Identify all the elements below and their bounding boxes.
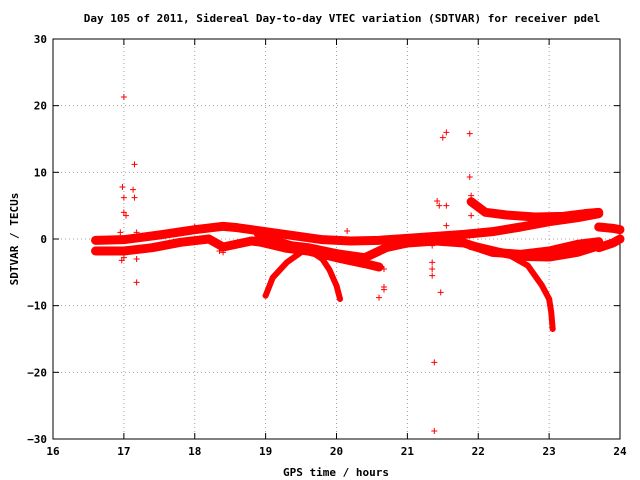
- data-point: [429, 272, 436, 279]
- data-point: [468, 212, 475, 219]
- data-point: [429, 259, 436, 266]
- data-point: [120, 94, 127, 100]
- data-point: [337, 296, 344, 302]
- y-tick-label: −30: [27, 433, 47, 446]
- data-point: [443, 202, 450, 209]
- data-arc: [262, 249, 305, 299]
- data-point: [439, 134, 446, 141]
- data-band: [466, 197, 604, 222]
- data-point: [429, 266, 436, 272]
- data-point: [443, 129, 450, 136]
- data-point: [120, 254, 127, 261]
- data-point: [119, 184, 126, 190]
- data-point: [466, 174, 473, 180]
- data-point: [216, 248, 223, 254]
- data-point: [118, 249, 125, 256]
- data-point: [133, 229, 140, 236]
- data-series: [91, 94, 625, 434]
- data-band: [594, 222, 625, 235]
- y-tick-label: −10: [27, 300, 47, 313]
- data-point: [437, 289, 444, 296]
- data-point: [117, 229, 124, 236]
- chart-title: Day 105 of 2011, Sidereal Day-to-day VTE…: [84, 12, 601, 25]
- data-point: [133, 256, 140, 262]
- data-point: [429, 242, 436, 249]
- data-point: [262, 292, 269, 299]
- x-tick-label: 18: [188, 445, 201, 458]
- data-band: [466, 241, 604, 262]
- data-point: [431, 359, 438, 366]
- data-point: [431, 428, 438, 434]
- data-point: [130, 186, 137, 193]
- data-arc: [546, 296, 556, 332]
- x-axis-label: GPS time / hours: [283, 466, 389, 479]
- y-tick-label: 30: [34, 33, 47, 46]
- data-point: [133, 279, 140, 286]
- data-point: [443, 222, 450, 229]
- data-point: [434, 198, 441, 204]
- x-tick-label: 17: [117, 445, 130, 458]
- data-point: [344, 228, 351, 234]
- data-point: [131, 194, 138, 201]
- x-tick-label: 22: [472, 445, 485, 458]
- x-tick-label: 23: [543, 445, 556, 458]
- y-tick-label: 0: [40, 233, 47, 246]
- data-point: [380, 266, 387, 272]
- data-point: [468, 192, 475, 199]
- y-tick-label: 10: [34, 166, 47, 179]
- data-point: [549, 326, 556, 332]
- data-point: [376, 294, 383, 301]
- y-tick-label: 20: [34, 100, 47, 113]
- data-point: [220, 249, 227, 256]
- y-tick-label: −20: [27, 366, 47, 379]
- data-arc: [503, 250, 553, 302]
- data-point: [466, 130, 473, 137]
- axis-ticks: 16 17 18 19 20 21 22 23 24 30 20 10 0 −10 −20 −30: [27, 33, 627, 458]
- data-point: [120, 209, 127, 216]
- x-tick-label: 19: [259, 445, 272, 458]
- x-tick-label: 20: [330, 445, 343, 458]
- data-point: [120, 194, 127, 201]
- data-point: [191, 224, 198, 230]
- data-point: [131, 161, 138, 168]
- x-tick-label: 16: [46, 445, 60, 458]
- data-point: [376, 262, 383, 269]
- data-point: [123, 212, 130, 219]
- data-band: [594, 234, 625, 253]
- data-point: [436, 202, 443, 209]
- y-axis-label: SDTVAR / TECUs: [8, 193, 21, 286]
- x-tick-label: 21: [401, 445, 415, 458]
- x-tick-label: 24: [613, 445, 627, 458]
- data-point: [380, 286, 387, 293]
- data-arc: [305, 246, 344, 302]
